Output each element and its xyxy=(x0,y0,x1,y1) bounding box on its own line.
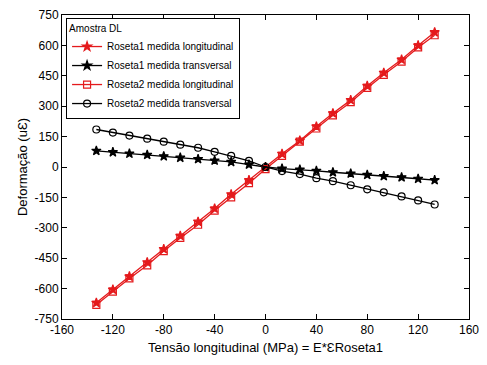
svg-text:300: 300 xyxy=(39,99,59,113)
svg-text:0: 0 xyxy=(262,323,269,337)
svg-text:-160: -160 xyxy=(50,323,74,337)
svg-text:80: 80 xyxy=(361,323,375,337)
svg-text:Roseta1 medida longitudinal: Roseta1 medida longitudinal xyxy=(107,41,233,52)
svg-text:120: 120 xyxy=(408,323,428,337)
svg-text:Tensão longitudinal (MPa) = E*: Tensão longitudinal (MPa) = E*ƐRoseta1 xyxy=(148,340,383,355)
svg-text:-600: -600 xyxy=(35,282,59,296)
svg-text:-120: -120 xyxy=(101,323,125,337)
svg-text:160: 160 xyxy=(459,323,479,337)
svg-text:-450: -450 xyxy=(35,251,59,265)
svg-text:750: 750 xyxy=(39,8,59,22)
svg-text:-80: -80 xyxy=(155,323,173,337)
svg-text:Roseta2 medida longitudinal: Roseta2 medida longitudinal xyxy=(107,79,233,90)
svg-text:-300: -300 xyxy=(35,221,59,235)
svg-text:450: 450 xyxy=(39,69,59,83)
svg-text:Roseta1 medida transversal: Roseta1 medida transversal xyxy=(107,60,232,71)
svg-text:-40: -40 xyxy=(206,323,224,337)
svg-text:40: 40 xyxy=(310,323,324,337)
svg-text:150: 150 xyxy=(39,130,59,144)
svg-text:Roseta2 medida transversal: Roseta2 medida transversal xyxy=(107,98,232,109)
svg-text:Deformação (uƐ): Deformação (uƐ) xyxy=(15,118,30,216)
svg-text:-750: -750 xyxy=(35,312,59,326)
svg-text:-150: -150 xyxy=(35,191,59,205)
svg-text:0: 0 xyxy=(52,160,59,174)
svg-text:600: 600 xyxy=(39,39,59,53)
svg-text:Amostra DL: Amostra DL xyxy=(69,23,122,34)
